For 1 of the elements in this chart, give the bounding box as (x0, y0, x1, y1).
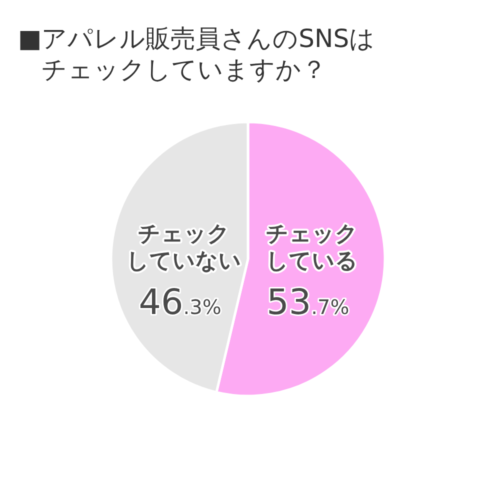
title: ■アパレル販売員さんのSNSはチェックしていますか？ (18, 24, 376, 84)
